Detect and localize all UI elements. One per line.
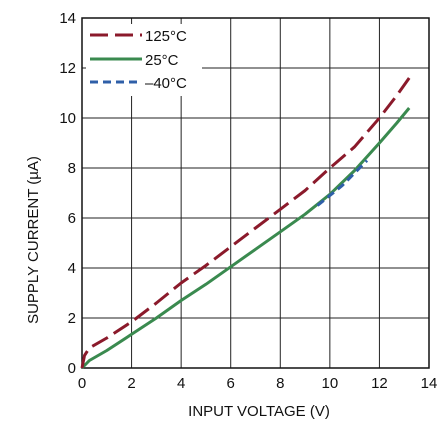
series-line-2 xyxy=(316,159,369,207)
legend-label-minus40c: –40°C xyxy=(145,75,187,92)
y-tick-label: 12 xyxy=(59,60,76,77)
plot-border xyxy=(81,17,430,369)
plot-frame xyxy=(81,17,430,369)
y-axis-title: SUPPLY CURRENT (µA) xyxy=(25,156,42,324)
x-tick-label: 10 xyxy=(322,375,339,392)
x-tick-label: 4 xyxy=(177,375,185,392)
y-tick-labels: 0 2 4 6 8 10 12 14 xyxy=(59,10,76,377)
y-tick-label: 2 xyxy=(68,310,76,327)
x-tick-label: 12 xyxy=(371,375,388,392)
y-tick-label: 0 xyxy=(68,360,76,377)
x-tick-label: 6 xyxy=(227,375,235,392)
x-tick-label: 14 xyxy=(421,375,438,392)
legend: 125°C 25°C –40°C xyxy=(86,24,202,96)
x-tick-label: 8 xyxy=(276,375,284,392)
series-line-1 xyxy=(80,107,411,370)
x-tick-label: 0 xyxy=(78,375,86,392)
y-tick-label: 8 xyxy=(68,160,76,177)
x-axis-title: INPUT VOLTAGE (V) xyxy=(188,403,330,420)
legend-label-125c: 125°C xyxy=(145,28,187,45)
y-tick-label: 6 xyxy=(68,210,76,227)
legend-label-25c: 25°C xyxy=(145,52,179,69)
y-tick-label: 10 xyxy=(59,110,76,127)
y-tick-label: 14 xyxy=(59,10,76,27)
x-tick-label: 2 xyxy=(127,375,135,392)
x-tick-labels: 0 2 4 6 8 10 12 14 xyxy=(78,375,438,392)
series-layer xyxy=(80,77,411,370)
y-tick-label: 4 xyxy=(68,260,76,277)
series-line-0 xyxy=(80,77,411,369)
